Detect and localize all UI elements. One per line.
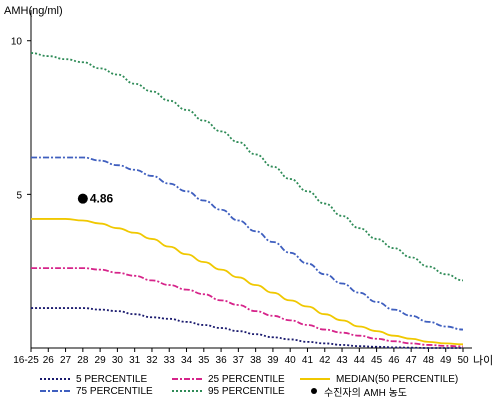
x-tick-label: 32 — [146, 355, 158, 366]
legend-line-swatch — [40, 390, 70, 392]
x-tick-label: 44 — [354, 355, 366, 366]
series-layer — [30, 52, 464, 349]
legend-line-swatch — [40, 378, 70, 380]
legend-item: 25 PERCENTILE — [172, 373, 285, 385]
legend-label: 95 PERCENTILE — [208, 385, 285, 397]
legend-label: 5 PERCENTILE — [76, 373, 148, 385]
amh-chart: 5 10 AMH(ng/ml) 16-25 26 27 28 29 30 31 32 33 34 35 36… — [4, 5, 493, 367]
x-tick-label: 29 — [95, 355, 107, 366]
legend-line-swatch — [300, 378, 330, 380]
legend-label: MEDIAN(50 PERCENTILE) — [336, 373, 459, 385]
y-axis-title: AMH(ng/ml) — [4, 5, 63, 17]
legend-item: 95 PERCENTILE — [172, 385, 285, 397]
x-tick-label: 48 — [423, 355, 435, 366]
patient-amh-point — [77, 193, 88, 204]
series-line-75-percentile — [31, 156, 464, 331]
legend-line-swatch — [172, 390, 202, 392]
x-tick-label: 27 — [60, 355, 72, 366]
x-tick-label: 30 — [112, 355, 124, 366]
x-tick-label: 45 — [371, 355, 383, 366]
legend-label: 수진자의 AMH 농도 — [324, 387, 407, 399]
x-tick-label: 36 — [216, 355, 228, 366]
x-tick-label: 41 — [302, 355, 314, 366]
series-line-95-percentile — [30, 52, 464, 282]
y-tick-label: 5 — [16, 190, 22, 201]
legend: 5 PERCENTILE 25 PERCENTILE MEDIAN(50 PERCE… — [0, 370, 500, 400]
series-line-5-percentile — [31, 307, 463, 349]
x-tick-label: 35 — [198, 355, 210, 366]
legend-item: MEDIAN(50 PERCENTILE) — [300, 373, 458, 385]
x-tick-label: 16-25 — [13, 355, 39, 366]
marker-layer: 4.86 — [77, 192, 114, 206]
legend-label: 75 PERCENTILE — [76, 385, 153, 397]
x-tick-label: 40 — [285, 355, 297, 366]
x-tick-label: 47 — [406, 355, 418, 366]
x-tick-label: 33 — [164, 355, 176, 366]
patient-amh-value-label: 4.86 — [90, 192, 114, 206]
x-tick-label: 43 — [336, 355, 348, 366]
legend-line-swatch — [172, 378, 202, 380]
series-line-median-50-percentile — [31, 218, 464, 346]
x-tick-label: 34 — [181, 355, 193, 366]
x-tick-label: 42 — [319, 355, 331, 366]
axes: 5 10 AMH(ng/ml) 16-25 26 27 28 29 30 31 32 33 34 35 36… — [4, 5, 493, 367]
x-tick-label: 37 — [233, 355, 245, 366]
legend-dot-swatch — [311, 388, 317, 394]
y-tick-label: 10 — [11, 37, 23, 48]
x-tick-label: 38 — [250, 355, 262, 366]
x-tick-label: 49 — [440, 355, 452, 366]
series-line-25-percentile — [30, 267, 464, 348]
x-tick-label: 46 — [388, 355, 400, 366]
x-tick-label: 31 — [129, 355, 141, 366]
legend-item: 75 PERCENTILE — [40, 385, 153, 397]
x-tick-label: 39 — [267, 355, 279, 366]
legend-label: 25 PERCENTILE — [208, 373, 285, 385]
x-tick-label: 28 — [77, 355, 89, 366]
x-axis-title: 나이 — [473, 354, 493, 367]
x-tick-label: 50 — [457, 355, 469, 366]
legend-item: 수진자의 AMH 농도 — [300, 385, 407, 399]
legend-item: 5 PERCENTILE — [40, 373, 147, 385]
x-tick-label: 26 — [43, 355, 55, 366]
